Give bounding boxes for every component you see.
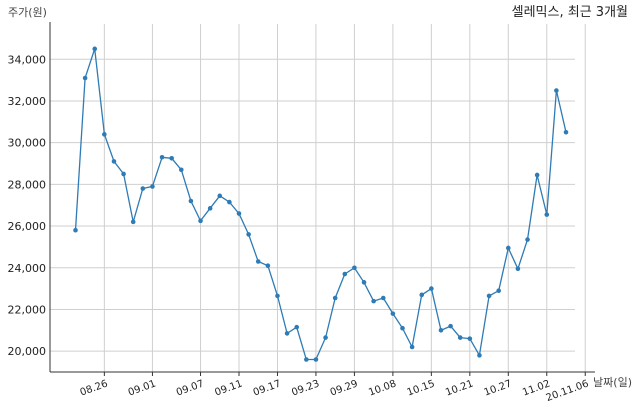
data-point — [467, 336, 473, 341]
x-tick-label: 10.15 — [406, 378, 437, 398]
data-point — [82, 75, 88, 81]
x-tick-label: 09.29 — [329, 378, 360, 398]
data-point — [92, 46, 98, 52]
data-point — [352, 265, 357, 271]
data-point — [217, 193, 223, 199]
data-point — [207, 206, 213, 211]
x-axis-label: 날짜(일) — [593, 375, 632, 389]
data-point — [159, 154, 165, 160]
y-tick-label: 24,000 — [8, 262, 47, 275]
data-point — [496, 288, 501, 293]
data-point — [236, 211, 242, 216]
data-point — [111, 159, 117, 164]
y-tick-label: 26,000 — [8, 220, 47, 233]
series-line — [74, 48, 567, 361]
gridlines — [50, 24, 586, 372]
data-point — [323, 335, 328, 340]
data-point — [534, 172, 540, 178]
data-point — [390, 311, 396, 316]
x-tick-label: 09.17 — [252, 378, 283, 398]
data-point — [140, 186, 146, 191]
y-tick-label: 28,000 — [8, 178, 47, 191]
data-point — [73, 227, 78, 233]
data-point — [380, 295, 386, 301]
data-point — [121, 171, 126, 177]
x-tick-label: 10.27 — [483, 378, 514, 398]
data-point — [178, 167, 184, 173]
data-point — [227, 199, 232, 205]
data-point — [477, 353, 482, 358]
data-point — [294, 324, 300, 330]
data-point — [457, 335, 463, 340]
data-point — [275, 293, 280, 299]
data-point — [448, 323, 453, 329]
x-tick-label: 09.07 — [175, 378, 206, 398]
data-point — [429, 286, 434, 291]
data-point — [332, 295, 338, 301]
y-tick-label: 20,000 — [8, 345, 47, 358]
x-tick-label: 09.01 — [127, 378, 158, 398]
x-tick-label: 08.26 — [79, 378, 110, 398]
data-point — [284, 331, 290, 336]
data-point — [246, 232, 251, 237]
data-point — [400, 325, 405, 331]
data-point — [102, 132, 107, 137]
data-point — [505, 245, 511, 251]
data-point — [409, 344, 415, 350]
x-tick-label: 10.08 — [367, 378, 398, 398]
data-point — [188, 198, 194, 204]
y-tick-label: 32,000 — [8, 95, 47, 108]
x-tick-label: 10.21 — [444, 378, 475, 398]
data-point — [563, 129, 569, 135]
data-point — [438, 328, 444, 333]
y-tick-label: 30,000 — [8, 137, 47, 150]
data-point — [150, 184, 155, 189]
y-tick-labels: 20,000 22,000 24,000 26,000 28,000 30,000 32,0… — [8, 53, 47, 358]
chart-title: 셀레믹스, 최근 3개월 — [512, 5, 628, 20]
axes — [49, 22, 595, 376]
x-tick-label: 09.11 — [213, 378, 244, 398]
x-tick-label: 20.11.06 — [545, 378, 591, 404]
data-point — [371, 298, 376, 304]
series — [73, 46, 569, 362]
y-axis-label: 주가(원) — [8, 6, 47, 19]
data-point — [515, 266, 521, 272]
data-point — [554, 88, 559, 93]
data-point — [130, 219, 136, 225]
data-point — [255, 259, 261, 264]
data-point — [544, 212, 550, 217]
data-point — [198, 218, 203, 224]
y-tick-label: 22,000 — [8, 303, 47, 316]
data-point — [265, 263, 271, 268]
x-tick-labels: 08.26 09.01 09.07 09.11 09.17 09.23 09.29 10.08… — [79, 378, 591, 404]
data-point — [525, 237, 530, 242]
data-point — [313, 357, 319, 362]
x-tick-label: 09.23 — [290, 378, 321, 398]
data-point — [169, 156, 174, 161]
y-tick-label: 34,000 — [8, 53, 47, 66]
data-point — [419, 292, 425, 298]
data-point — [342, 271, 348, 277]
data-point — [486, 293, 492, 299]
data-point — [361, 280, 367, 285]
data-point — [304, 357, 309, 362]
